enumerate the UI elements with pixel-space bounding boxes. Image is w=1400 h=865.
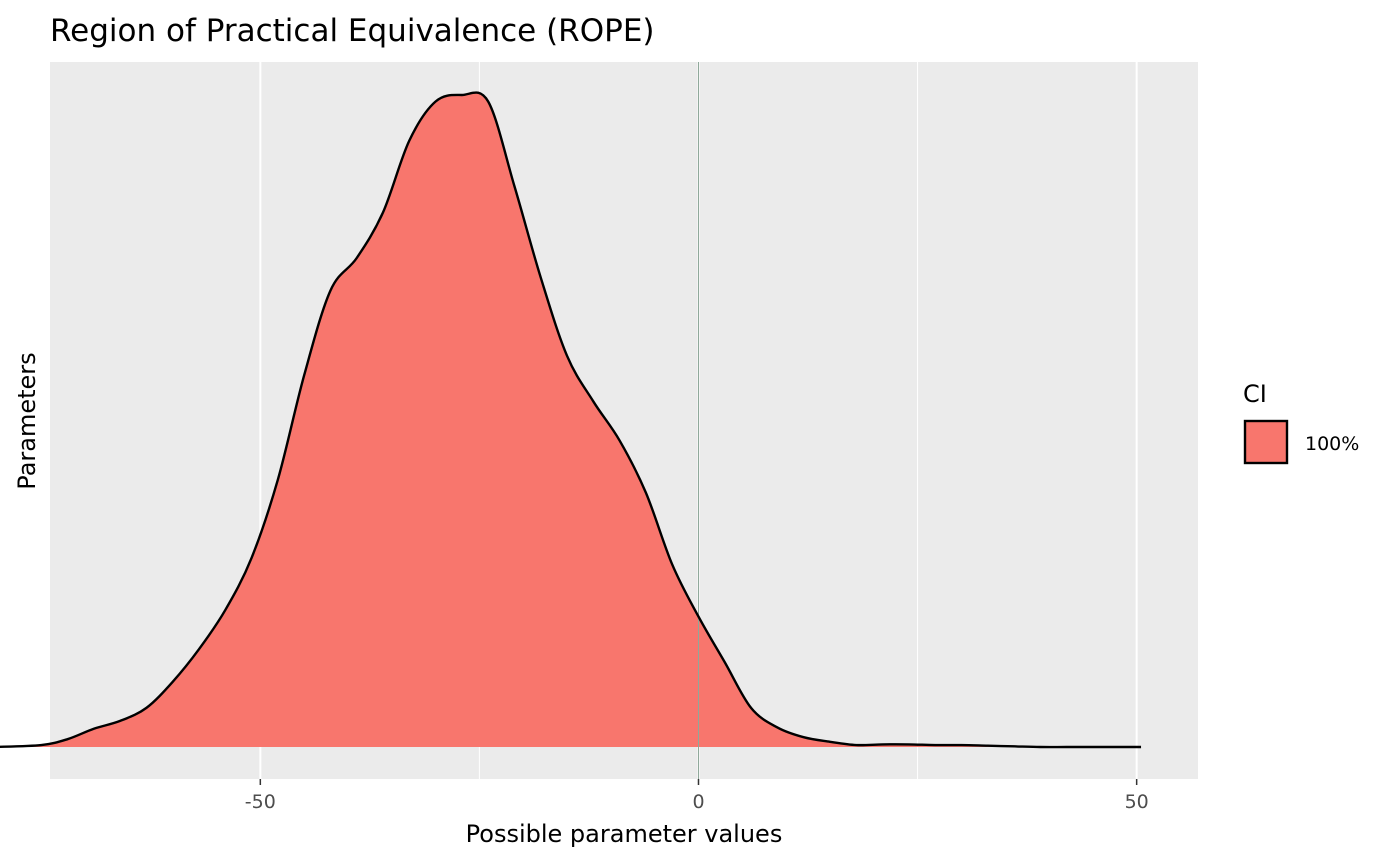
legend-label-100: 100% [1305,433,1359,455]
legend-title: CI [1243,380,1267,408]
x-tick-label: 50 [1125,791,1149,813]
y-axis-title: Parameters [13,352,41,489]
legend: CI 100% [1243,380,1359,465]
x-axis-ticks: -50 0 50 [245,779,1149,813]
x-tick-label: -50 [245,791,276,813]
chart-title: Region of Practical Equivalence (ROPE) [50,13,655,49]
density-area [0,92,1142,748]
legend-key-100 [1243,419,1289,465]
x-tick-label: 0 [692,791,704,813]
x-axis-title: Possible parameter values [466,820,783,848]
density-outline [0,91,1142,749]
